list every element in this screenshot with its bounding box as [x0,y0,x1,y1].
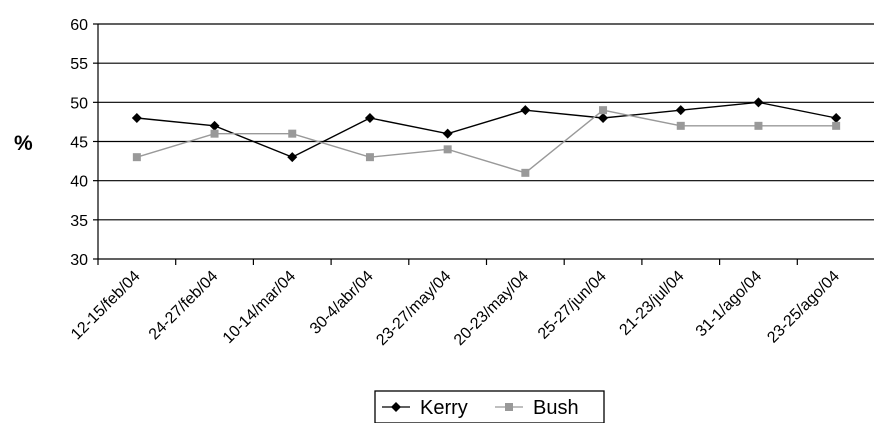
y-tick-label-45: 45 [70,135,88,152]
point-bush-2 [210,129,219,138]
x-tick-label-8: 21-23/jul/04 [616,268,687,339]
y-tick-label-55: 55 [70,56,88,73]
legend-marker-kerry [391,402,401,412]
y-tick-label-30: 30 [70,252,88,269]
legend: Kerry Bush [374,390,605,423]
x-tick-label-3: 10-14/mar/04 [220,268,299,347]
series-kerry [131,97,842,163]
y-axis-label: % [14,132,33,155]
point-kerry-3 [287,152,298,163]
point-bush-3 [288,129,297,138]
point-kerry-5 [442,128,453,139]
x-tick-label-5: 23-27/may/04 [373,268,454,349]
x-tick-label-2: 24-27/feb/04 [146,268,222,344]
point-kerry-9 [753,97,764,108]
point-kerry-1 [131,113,142,123]
point-bush-5 [443,145,452,154]
point-kerry-4 [364,113,375,123]
point-bush-6 [521,168,530,177]
legend-label-bush: Bush [533,397,579,419]
y-tick-label-60: 60 [70,17,88,34]
axes [93,23,798,265]
legend-label-kerry: Kerry [420,397,468,419]
y-tick-label-35: 35 [70,213,88,230]
y-tick-labels: 30 35 40 45 50 55 60 [70,17,88,269]
x-tick-label-4: 30-4/abr/04 [307,268,377,338]
legend-box [374,390,605,423]
point-bush-10 [832,121,841,130]
x-tick-label-10: 23-25/ago/04 [764,268,843,347]
point-kerry-8 [675,105,686,116]
point-kerry-10 [831,113,842,123]
point-kerry-2 [209,120,220,131]
point-bush-8 [676,121,685,130]
point-kerry-6 [520,105,531,116]
point-bush-7 [599,106,608,115]
series-line-bush [136,109,837,174]
series-layer [131,97,842,177]
series-bush [132,106,841,177]
x-tick-label-6: 20-23/may/04 [451,268,532,349]
x-tick-label-1: 12-15/feb/04 [68,268,144,344]
point-bush-4 [365,153,374,162]
x-tick-label-7: 25-27/jun/04 [535,268,610,343]
x-tick-label-9: 31-1/ago/04 [693,268,765,340]
gridlines [98,23,874,260]
legend-marker-bush [505,403,513,411]
series-line-kerry [136,101,837,158]
y-tick-label-50: 50 [70,95,88,112]
point-bush-9 [754,121,763,130]
point-kerry-7 [598,113,609,123]
point-bush-1 [132,153,141,162]
y-tick-label-40: 40 [70,174,88,191]
